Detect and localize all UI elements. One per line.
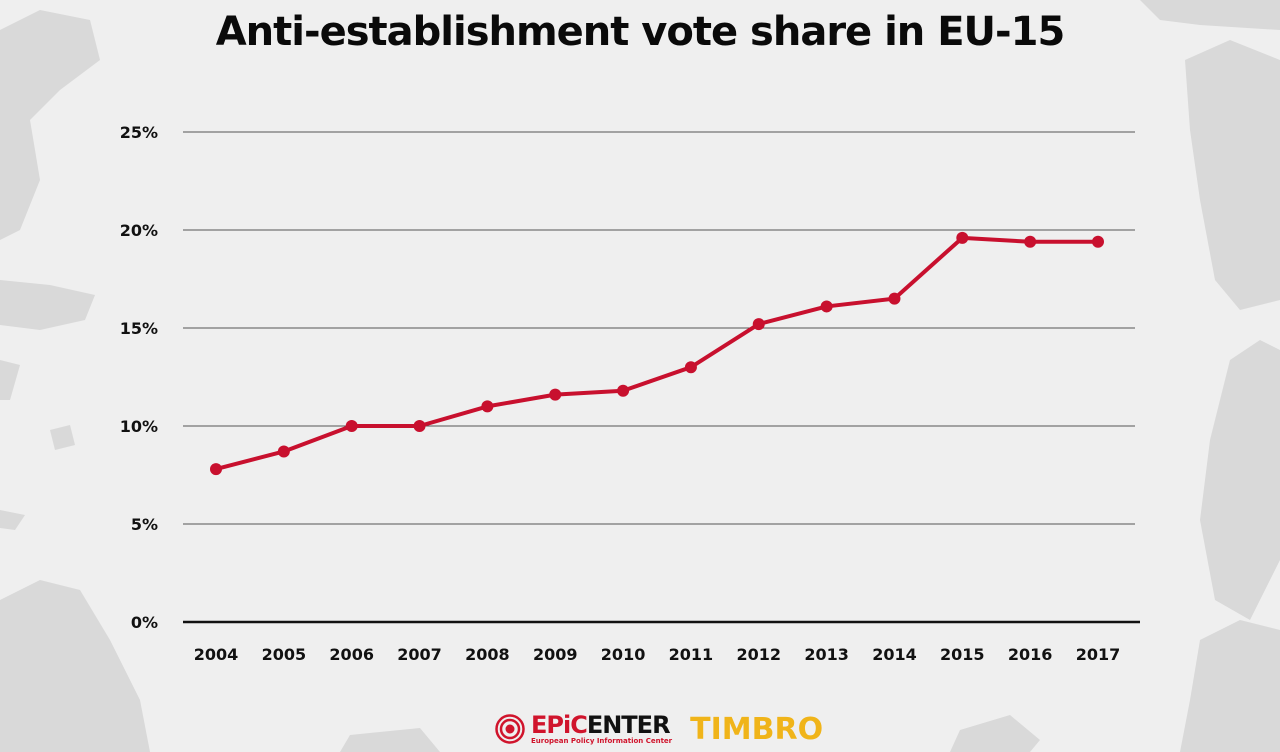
x-tick-label: 2005 — [262, 645, 307, 664]
data-point — [210, 463, 222, 476]
x-tick-label: 2006 — [329, 645, 374, 664]
x-tick-label: 2009 — [533, 645, 578, 664]
x-tick-label: 2008 — [465, 645, 510, 664]
data-point — [956, 231, 969, 244]
epicenter-name-suffix: ENTER — [586, 711, 671, 739]
x-tick-label: 2017 — [1076, 645, 1121, 664]
data-point — [684, 361, 697, 374]
data-point — [413, 420, 426, 432]
epicenter-name-prefix: EPiC — [531, 711, 588, 739]
x-tick-label: 2013 — [804, 645, 849, 664]
x-tick-label: 2011 — [669, 645, 714, 664]
grid-lines — [183, 131, 1140, 624]
x-tick-label: 2004 — [194, 645, 239, 664]
data-point — [345, 420, 358, 432]
footer-logos: EPiCENTER European Policy Information Ce… — [495, 708, 823, 750]
y-tick-label: 15% — [120, 319, 158, 338]
data-point — [277, 445, 290, 458]
y-tick-label: 20% — [120, 221, 158, 240]
data-point — [549, 388, 562, 401]
data-point — [1024, 235, 1037, 248]
x-axis-ticks: 2004 2005 2006 2007 2008 2009 2010 2011 2012 2013… — [194, 645, 1121, 664]
y-tick-label: 25% — [120, 123, 158, 142]
series — [210, 231, 1104, 476]
x-tick-label: 2007 — [397, 645, 442, 664]
y-tick-label: 0% — [131, 613, 158, 632]
epicenter-logo-icon — [495, 714, 525, 744]
x-tick-label: 2015 — [940, 645, 985, 664]
data-point — [481, 400, 494, 413]
y-axis-ticks: 0% 5% 10% 15% 20% 25% — [120, 123, 158, 632]
data-point — [1092, 235, 1104, 248]
data-point — [752, 318, 765, 331]
epicenter-subtitle: European Policy Information Center — [531, 737, 673, 745]
chart-title: Anti-establishment vote share in EU-15 — [215, 9, 1066, 55]
x-tick-label: 2014 — [872, 645, 917, 664]
data-point — [888, 292, 901, 305]
data-point — [617, 384, 630, 397]
series-line — [214, 235, 1100, 472]
x-tick-label: 2010 — [601, 645, 646, 664]
timbro-logo: TIMBRO — [690, 711, 824, 747]
y-tick-label: 5% — [131, 515, 158, 534]
epicenter-wordmark: EPiCENTER European Policy Information Ce… — [531, 713, 672, 745]
x-tick-label: 2012 — [737, 645, 782, 664]
x-tick-label: 2016 — [1008, 645, 1053, 664]
data-point — [820, 300, 833, 313]
y-tick-label: 10% — [120, 417, 158, 436]
